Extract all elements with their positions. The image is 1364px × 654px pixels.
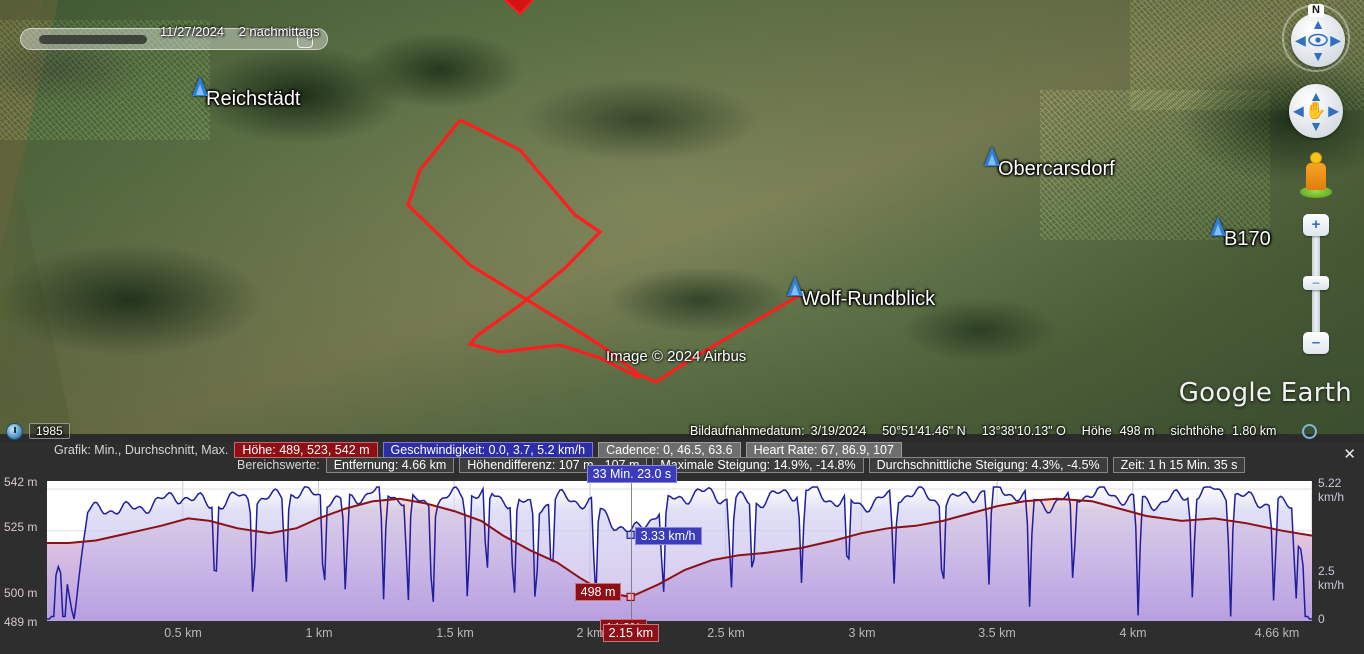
- pan-down-icon[interactable]: ▼: [1309, 118, 1323, 134]
- x-tick-7: 4 km: [1119, 626, 1147, 640]
- google-earth-logo: Google Earth: [1178, 378, 1352, 408]
- x-tick-5: 3 km: [848, 626, 876, 640]
- y2-tick-522: 5.22 km/h: [1318, 476, 1345, 504]
- profile-svg: [47, 481, 1312, 621]
- placemark-b170[interactable]: B170: [1214, 218, 1271, 251]
- look-down-icon[interactable]: ▼: [1311, 48, 1325, 64]
- hand-icon[interactable]: ✋: [1305, 101, 1327, 120]
- pan-up-icon[interactable]: ▲: [1309, 88, 1323, 104]
- tooltip-time: 33 Min. 23.0 s: [586, 465, 678, 483]
- latitude-value: 50°51'41.46" N: [882, 424, 966, 438]
- close-profile-button[interactable]: ✕: [1343, 446, 1356, 463]
- pan-joystick[interactable]: ▲ ▼ ◀ ▶ ✋: [1289, 84, 1343, 138]
- pan-left-icon[interactable]: ◀: [1293, 102, 1304, 119]
- pegman-body: [1306, 163, 1326, 190]
- profile-legend-row-stats: Grafik: Min., Durchschnitt, Max. Höhe: 4…: [0, 441, 1364, 458]
- y2-tick-0: 0: [1318, 612, 1325, 626]
- historical-imagery-year: 1985: [29, 423, 70, 439]
- look-left-icon[interactable]: ◀: [1295, 32, 1306, 48]
- x-tick-6: 3.5 km: [978, 626, 1016, 640]
- time-slider-handle[interactable]: [297, 32, 313, 48]
- imagery-date-value: 3/19/2024: [810, 424, 867, 438]
- historical-imagery-clock-icon[interactable]: [6, 422, 23, 440]
- zoom-slider[interactable]: + – –: [1303, 214, 1329, 354]
- x-tick-0: 0.5 km: [164, 626, 202, 640]
- y2-tick-25: 2.5 km/h: [1318, 564, 1345, 592]
- legend-cadence-chip: Cadence: 0, 46.5, 63.6: [598, 441, 741, 458]
- elevation-profile-panel: ✕ Grafik: Min., Durchschnitt, Max. Höhe:…: [0, 441, 1364, 654]
- historical-imagery-slider[interactable]: [20, 28, 328, 50]
- y-tick-489: 489 m: [4, 615, 38, 629]
- look-up-icon[interactable]: ▲: [1311, 16, 1325, 32]
- pegman-head: [1310, 152, 1322, 164]
- status-bar-right: Bildaufnahmedatum: 3/19/2024 50°51'41.46…: [690, 423, 1318, 439]
- placemark-label: Wolf-Rundblick: [801, 288, 936, 310]
- legend-distance-chip: Entfernung: 4.66 km: [325, 456, 455, 473]
- tooltip-speed: 3.33 km/h: [634, 526, 702, 545]
- profile-chart-area[interactable]: 542 m 525 m 500 m 489 m 5.22 km/h 2.5 km…: [0, 465, 1364, 654]
- time-slider-label: 11/27/2024 2 nachmittags: [160, 24, 320, 39]
- placemark-label: B170: [1224, 228, 1271, 250]
- profile-legend-row-range: Bereichswerte: Entfernung: 4.66 km Höhen…: [0, 456, 1364, 473]
- navigation-controls[interactable]: N ▲ ▼ ◀ ▶ ▲ ▼ ◀ ▶ ✋: [1282, 4, 1350, 354]
- legend-range-caption: Bereichswerte:: [237, 457, 320, 472]
- longitude-value: 13°38'10.13" O: [981, 424, 1066, 438]
- legend-speed-chip: Geschwindigkeit: 0.0, 3.7, 5.2 km/h: [382, 441, 594, 458]
- eye-altitude-icon: [1302, 423, 1318, 439]
- time-slider-track: [39, 35, 147, 44]
- legend-time-chip: Zeit: 1 h 15 Min. 35 s: [1112, 456, 1246, 473]
- x-tick-8: 4.66 km: [1254, 626, 1300, 640]
- placemark-label: Reichstädt: [206, 88, 301, 110]
- eye-icon[interactable]: [1308, 33, 1328, 47]
- zoom-in-button[interactable]: +: [1303, 214, 1329, 236]
- profile-legend: Grafik: Min., Durchschnitt, Max. Höhe: 4…: [0, 441, 1364, 473]
- status-bar: 1985 Bildaufnahmedatum: 3/19/2024 50°51'…: [0, 420, 1364, 442]
- zoom-slider-handle[interactable]: –: [1303, 276, 1329, 290]
- tooltip-elevation: 498 m: [574, 582, 622, 601]
- pan-right-icon[interactable]: ▶: [1328, 102, 1339, 119]
- x-tick-2: 1.5 km: [436, 626, 474, 640]
- y-tick-542: 542 m: [4, 475, 38, 489]
- profile-plot[interactable]: [47, 481, 1312, 621]
- y-tick-525: 525 m: [4, 520, 38, 534]
- compass-ring[interactable]: N ▲ ▼ ◀ ▶: [1282, 4, 1350, 72]
- x-tick-4: 2.5 km: [707, 626, 745, 640]
- elevation-value: 498 m: [1119, 424, 1155, 438]
- placemark-wolf-rundblick[interactable]: Wolf-Rundblick: [791, 278, 936, 311]
- street-view-pegman[interactable]: [1299, 152, 1333, 198]
- x-tick-1: 1 km: [305, 626, 333, 640]
- legend-avgslope-chip: Durchschnittliche Steigung: 4.3%, -4.5%: [868, 456, 1108, 473]
- town-texture-obercarsdorf: [1040, 90, 1270, 240]
- look-right-icon[interactable]: ▶: [1330, 32, 1341, 48]
- tooltip-distance: 2.15 km: [602, 624, 660, 642]
- chart-cursor-line: [630, 481, 632, 621]
- time-slider-time: 2 nachmittags: [238, 24, 320, 39]
- compass-north-label: N: [1308, 4, 1324, 17]
- imagery-attribution: Image © 2024 Airbus: [606, 348, 747, 365]
- legend-heartrate-chip: Heart Rate: 67, 86.9, 107: [745, 441, 902, 458]
- status-bar-left: 1985: [0, 422, 690, 440]
- legend-stats-caption: Grafik: Min., Durchschnitt, Max.: [54, 442, 229, 457]
- imagery-date-label: Bildaufnahmedatum:: [690, 424, 805, 438]
- gps-track: [406, 0, 801, 384]
- zoom-out-button[interactable]: –: [1303, 332, 1329, 354]
- map-viewport[interactable]: Reichstädt Obercarsdorf Wolf-Rundblick B…: [0, 0, 1364, 434]
- eye-altitude-value: 1.80 km: [1231, 424, 1277, 438]
- y-tick-500: 500 m: [4, 586, 38, 600]
- x-tick-3: 2 km: [576, 626, 604, 640]
- legend-elevation-chip: Höhe: 489, 523, 542 m: [234, 441, 378, 458]
- eye-altitude-label: sichthöhe: [1170, 424, 1224, 438]
- elevation-label: Höhe: [1081, 424, 1112, 438]
- look-joystick[interactable]: ▲ ▼ ◀ ▶: [1291, 13, 1345, 67]
- legend-maxslope-chip: Maximale Steigung: 14.9%, -14.8%: [652, 456, 864, 473]
- placemark-label: Obercarsdorf: [998, 158, 1115, 180]
- time-slider-date: 11/27/2024: [160, 24, 225, 39]
- placemark-obercarsdorf[interactable]: Obercarsdorf: [988, 148, 1115, 181]
- placemark-reichstaedt[interactable]: Reichstädt: [196, 78, 301, 111]
